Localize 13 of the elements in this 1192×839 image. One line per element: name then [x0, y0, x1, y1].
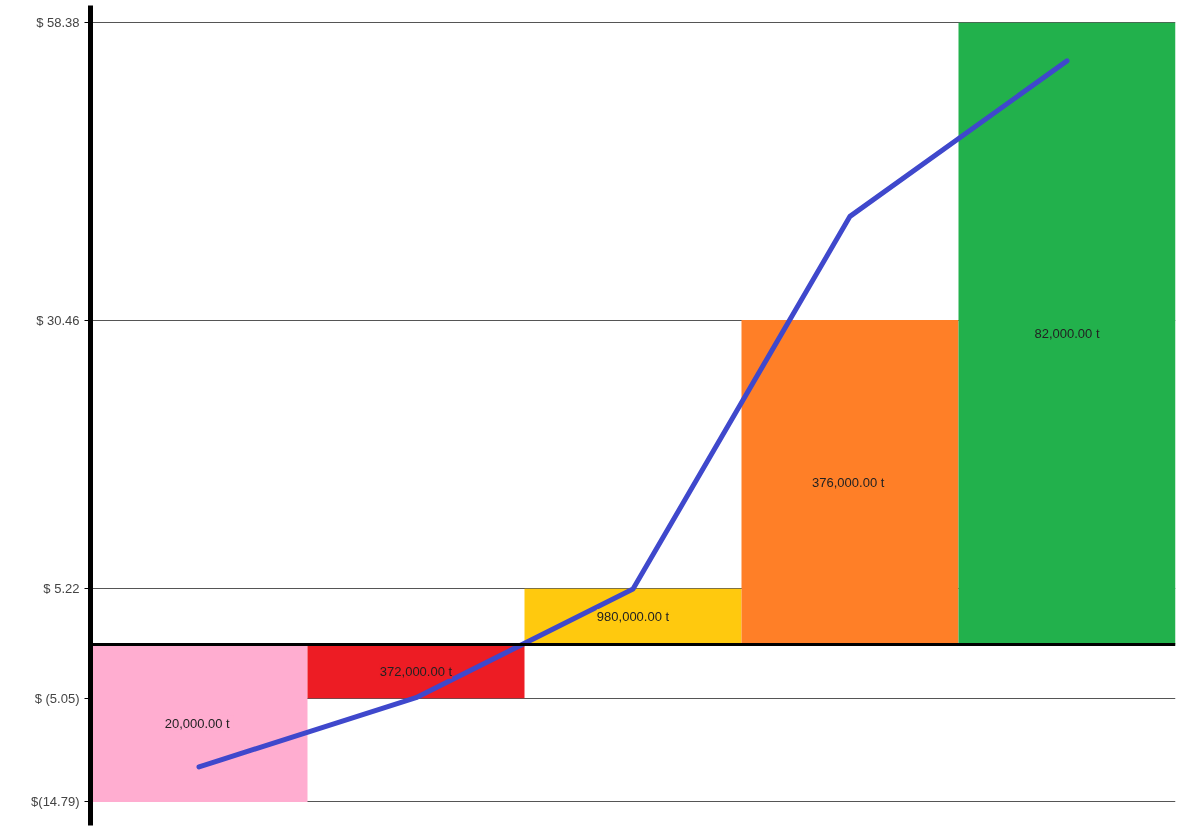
annotation: 82,000.00 t [1034, 326, 1100, 342]
y-tick-label: $(14.79) [31, 794, 80, 810]
y-tick-label: $ (5.05) [34, 690, 80, 706]
bar [90, 644, 308, 802]
y-tick-label: $ 5.22 [43, 581, 80, 597]
bar [741, 320, 959, 645]
annotation: 372,000.00 t [379, 663, 453, 679]
y-tick-label: $ 30.46 [36, 312, 80, 328]
annotation: 376,000.00 t [812, 474, 885, 490]
y-tick-label: $ 58.38 [36, 15, 80, 31]
bar [958, 22, 1176, 645]
annotation: 980,000.00 t [596, 609, 670, 625]
annotation: 20,000.00 t [164, 715, 231, 731]
